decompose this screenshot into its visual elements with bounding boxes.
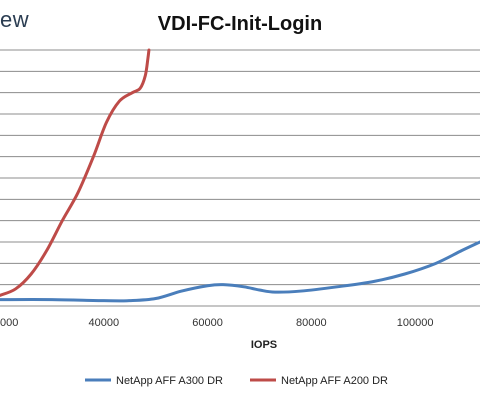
series-line-0	[0, 240, 480, 303]
x-tick-label: 100000	[397, 317, 434, 329]
legend-label: NetApp AFF A300 DR	[116, 375, 223, 387]
x-tick-label-partial: 000	[0, 317, 18, 329]
x-axis-title: IOPS	[251, 339, 277, 351]
x-tick-labels: 40000 60000 80000 100000 000	[0, 317, 433, 329]
legend-label: NetApp AFF A200 DR	[281, 375, 388, 387]
legend: NetApp AFF A300 DR NetApp AFF A200 DR	[85, 375, 388, 387]
x-tick-label: 60000	[192, 317, 223, 329]
x-tick-label: 80000	[296, 317, 327, 329]
series-lines	[0, 48, 480, 303]
x-tick-label: 40000	[88, 317, 119, 329]
brand-logo-fragment: ew	[0, 7, 30, 32]
grid-lines	[0, 49, 480, 286]
chart-title: VDI-FC-Init-Login	[157, 13, 323, 35]
series-line-1	[0, 48, 151, 297]
